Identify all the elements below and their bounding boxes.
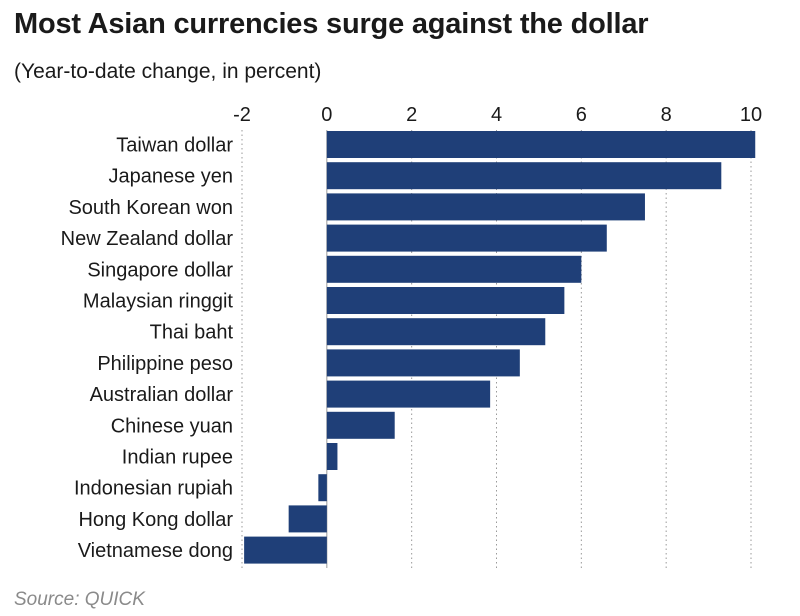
bar [244, 536, 327, 564]
x-tick-label: 8 [661, 104, 672, 126]
bar [318, 474, 327, 502]
bar [326, 443, 338, 470]
category-label: Indian rupee [122, 447, 233, 469]
source-note: Source: QUICK [14, 589, 145, 610]
category-label: Chinese yuan [111, 415, 233, 437]
category-label: Japanese yen [108, 166, 233, 188]
bar [326, 287, 565, 314]
bar [326, 318, 546, 346]
category-label: Philippine peso [97, 353, 233, 375]
bar [326, 224, 607, 252]
category-label: Singapore dollar [87, 259, 233, 281]
x-tick-label: -2 [233, 104, 251, 126]
bar [326, 131, 756, 158]
category-label: Hong Kong dollar [78, 509, 233, 531]
category-label: Australian dollar [90, 384, 234, 406]
category-label: South Korean won [68, 197, 233, 219]
bar [326, 349, 520, 377]
bar [326, 162, 722, 190]
x-tick-label: 2 [406, 104, 417, 126]
category-label: Malaysian ringgit [83, 291, 234, 313]
category-label: Taiwan dollar [116, 135, 233, 157]
chart-subtitle: (Year-to-date change, in percent) [14, 60, 322, 83]
category-label: Indonesian rupiah [74, 478, 233, 500]
chart-title: Most Asian currencies surge against the … [14, 8, 649, 40]
x-tick-label: 0 [321, 104, 332, 126]
category-label: Vietnamese dong [78, 540, 233, 562]
bar [326, 411, 395, 439]
bar [288, 505, 327, 533]
x-tick-label: 6 [576, 104, 587, 126]
bar [326, 193, 645, 221]
x-tick-label: 4 [491, 104, 502, 126]
x-tick-label: 10 [740, 104, 762, 126]
category-label: Thai baht [150, 322, 234, 344]
bar [326, 255, 582, 283]
category-label: New Zealand dollar [61, 228, 234, 250]
bar [326, 380, 491, 408]
